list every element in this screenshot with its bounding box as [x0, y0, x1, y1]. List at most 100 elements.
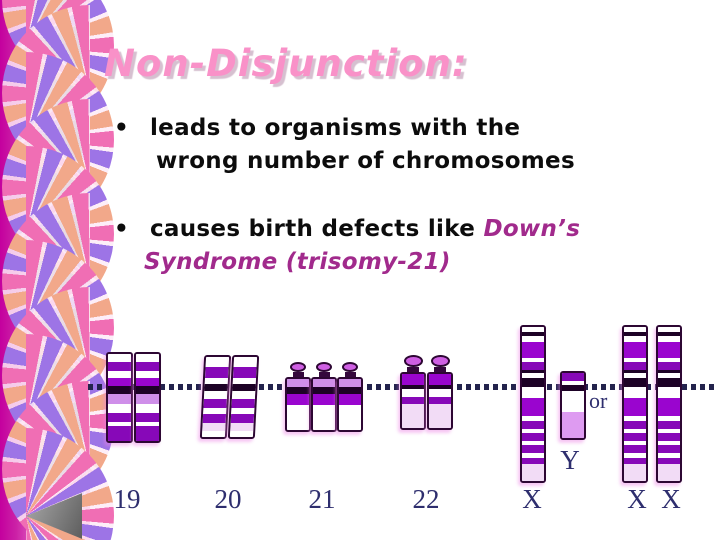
chromosome-band: [429, 385, 451, 390]
chromosome-band: [229, 430, 254, 437]
chromosome-satellite-knob: [430, 355, 450, 367]
bullet-dot-icon: •: [114, 115, 129, 141]
chromosome-band: [624, 457, 646, 464]
chromosome-band: [522, 336, 544, 343]
chromosome-band: [624, 377, 646, 387]
chromosome-band: [658, 440, 680, 446]
chromosome-band: [313, 405, 335, 430]
chromosome-band: [562, 384, 584, 392]
chromosome-band: [522, 362, 544, 371]
chromosome-body: [622, 325, 648, 483]
chromosome-band: [658, 331, 680, 337]
chromosome-band: [205, 357, 230, 367]
chromosome-band: [658, 433, 680, 441]
chromosome-band: [429, 389, 451, 397]
chromosome-band: [624, 342, 646, 358]
chromosome-band: [624, 420, 646, 429]
chromosome-band: [522, 377, 544, 387]
chromosome-band: [658, 336, 680, 343]
chromosome-band: [624, 397, 646, 417]
chromosome-band: [203, 398, 227, 409]
chromosome-label-Y: Y: [560, 445, 580, 475]
chromosome-satellite-stalk: [318, 372, 330, 377]
chromosome-band: [136, 354, 159, 362]
chromosome-band: [658, 362, 680, 371]
bullet-2-line-1-black: causes birth defects like: [150, 216, 484, 242]
chromosome-band: [624, 327, 646, 332]
chromosome-21-3: [337, 362, 363, 432]
bullet-2-text: causes birth defects like Down’s Syndrom…: [144, 213, 580, 279]
chromosome-band: [287, 393, 309, 405]
chromosome-body: [285, 377, 311, 432]
chromosome-label-X: X: [661, 484, 681, 514]
chromosome-band: [108, 413, 131, 422]
chromosome-band: [522, 331, 544, 337]
chromosome-satellite-knob: [290, 362, 306, 372]
chromosome-satellite-stalk: [344, 372, 356, 377]
chromosome-band: [624, 336, 646, 343]
chromosome-label-X: X: [627, 484, 647, 514]
chromosome-band: [402, 396, 424, 405]
chromosome-band: [108, 386, 131, 394]
chromosome-band: [205, 366, 229, 378]
chromosome-label-19: 19: [113, 484, 141, 514]
chromosome-band: [402, 389, 424, 397]
chromosome-band: [136, 403, 159, 414]
chromosome-band: [402, 385, 424, 390]
chromosome-band: [287, 379, 309, 388]
chromosome-19-1: [106, 352, 133, 443]
bullet-2-line-2: Syndrome (trisomy-21): [144, 249, 451, 275]
bullet-dot-icon: •: [114, 216, 129, 242]
chromosome-band: [522, 416, 544, 421]
chromosome-band: [231, 390, 256, 399]
chromosome-band: [658, 342, 680, 358]
chromosome-band: [658, 357, 680, 363]
chromosome-band: [658, 453, 680, 458]
chromosome-body: [106, 352, 133, 443]
chromosome-band: [624, 362, 646, 371]
chromosome-band: [522, 386, 544, 398]
chromosome-body: [427, 372, 453, 430]
chromosome-band: [429, 396, 451, 405]
chromosome-band: [339, 379, 361, 388]
chromosome-band: [658, 373, 680, 378]
chromosome-band: [658, 386, 680, 398]
chromosome-band: [230, 423, 254, 431]
chromosome-band: [522, 327, 544, 332]
chromosome-band: [108, 421, 131, 427]
chromosome-band: [562, 380, 584, 385]
chromosome-band: [136, 378, 159, 387]
chromosome-22-1: [400, 355, 426, 430]
chromosome-band: [231, 398, 255, 409]
chromosome-band: [136, 371, 159, 379]
fan-border-ornament: [0, 0, 122, 540]
chromosome-satellite-stalk: [434, 367, 446, 372]
chromosome-body: [656, 325, 682, 483]
chromosome-band: [562, 411, 584, 438]
chromosome-band: [624, 331, 646, 337]
bullet-2: • causes birth defects like Down’s Syndr…: [104, 213, 580, 279]
chromosome-band: [136, 426, 159, 434]
chromosome-band: [230, 413, 255, 424]
chromosome-band: [624, 463, 646, 481]
chromosome-band: [287, 405, 309, 430]
chromosome-band: [136, 421, 159, 427]
chromosome-label-22: 22: [412, 484, 440, 514]
chromosome-band: [402, 404, 424, 428]
chromosome-band: [624, 433, 646, 441]
chromosome-band: [136, 361, 159, 372]
bullet-1-line-2: wrong number of chromosomes: [156, 148, 575, 174]
chromosome-band: [624, 428, 646, 434]
chromosome-band: [658, 397, 680, 417]
chromosome-satellite-knob: [342, 362, 358, 372]
chromosome-band: [108, 354, 131, 362]
chromosome-22-2: [427, 355, 453, 430]
chromosome-band: [522, 457, 544, 464]
chromosome-21-1: [285, 362, 311, 432]
chromosome-band: [108, 361, 131, 372]
chromosome-band: [108, 426, 131, 434]
chromosome-band: [522, 397, 544, 417]
chromosome-Y-1: [560, 371, 586, 440]
chromosome-band: [658, 457, 680, 464]
